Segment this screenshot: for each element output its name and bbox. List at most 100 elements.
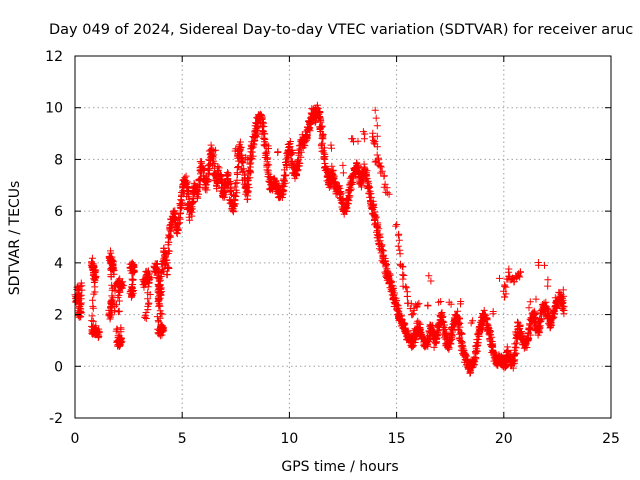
data-point [196, 158, 204, 166]
data-point [186, 216, 194, 224]
data-point [560, 292, 568, 300]
data-point [502, 290, 510, 298]
data-point [160, 267, 167, 275]
data-point [414, 301, 422, 309]
data-point [116, 335, 124, 342]
data-point [115, 307, 123, 315]
data-point [205, 166, 213, 174]
data-point [327, 141, 335, 149]
data-point [245, 184, 253, 192]
data-point [76, 283, 84, 290]
y-axis-label: SDTVAR / TECUs [7, 181, 23, 296]
data-point [551, 294, 559, 302]
data-point [467, 319, 475, 327]
data-point [221, 184, 229, 192]
data-point [437, 310, 445, 318]
data-point [547, 323, 554, 331]
y-tick-labels: -2 0 2 4 6 8 10 12 [45, 49, 63, 427]
data-point [142, 309, 150, 316]
y-tick-label: -2 [49, 411, 63, 427]
data-point [435, 298, 443, 306]
data-point [537, 315, 545, 323]
data-point [377, 169, 385, 177]
data-point [249, 152, 257, 160]
chart-title: Day 049 of 2024, Sidereal Day-to-day VTE… [49, 22, 633, 38]
data-point [259, 127, 267, 135]
data-point [184, 190, 192, 198]
data-point [77, 299, 85, 307]
data-point [178, 200, 185, 208]
data-point [320, 155, 328, 163]
data-point [111, 302, 119, 310]
data-point [481, 310, 489, 318]
data-point [128, 283, 136, 291]
data-point [177, 210, 184, 218]
data-point [396, 246, 404, 254]
data-point [77, 291, 85, 299]
data-point [203, 177, 211, 185]
data-point [559, 286, 567, 294]
data-point [415, 319, 423, 327]
data-point [217, 176, 225, 184]
data-point [398, 262, 406, 270]
data-point [253, 133, 261, 141]
data-point [371, 158, 379, 166]
data-point [130, 268, 138, 276]
data-point [532, 295, 540, 303]
data-point [505, 268, 513, 276]
data-point [378, 167, 386, 175]
data-point [515, 272, 523, 280]
data-point [395, 304, 403, 312]
data-point [90, 266, 98, 274]
data-point [439, 317, 447, 325]
data-point [488, 343, 496, 351]
data-point [479, 326, 487, 334]
data-point [449, 326, 457, 334]
data-point [145, 278, 153, 286]
data-point [482, 315, 490, 323]
data-point [373, 132, 381, 140]
data-point [373, 122, 381, 130]
data-point [118, 281, 126, 289]
data-point [400, 272, 408, 279]
data-point [295, 162, 303, 170]
data-point [404, 327, 412, 335]
data-point [415, 299, 423, 307]
data-point [526, 298, 534, 306]
data-point [369, 133, 376, 141]
data-point [544, 276, 552, 284]
data-point [511, 340, 519, 348]
data-point [178, 199, 186, 207]
x-tick-labels: 0 5 10 15 20 25 [71, 431, 620, 447]
data-point [466, 368, 474, 376]
data-point [231, 192, 239, 200]
data-point [244, 180, 252, 188]
data-point [233, 164, 241, 172]
data-point [210, 147, 218, 155]
data-point [230, 201, 238, 209]
data-point [385, 190, 393, 198]
data-point [89, 296, 97, 304]
data-point [397, 315, 405, 323]
data-point [112, 327, 120, 335]
data-point [460, 348, 468, 356]
data-point [263, 163, 271, 171]
data-point [394, 242, 402, 250]
data-point [129, 289, 137, 297]
data-point [456, 320, 464, 327]
data-point [233, 179, 241, 187]
grid-lines [75, 56, 611, 418]
data-point [560, 310, 568, 318]
data-point [403, 293, 411, 300]
data-points [71, 101, 568, 377]
data-point [433, 335, 441, 343]
data-point [164, 247, 172, 255]
data-point [300, 141, 308, 149]
data-point [306, 127, 314, 135]
data-point [339, 169, 347, 177]
data-point [160, 251, 168, 259]
data-point [484, 320, 492, 328]
x-axis-label: GPS time / hours [281, 459, 398, 475]
data-point [424, 302, 432, 310]
